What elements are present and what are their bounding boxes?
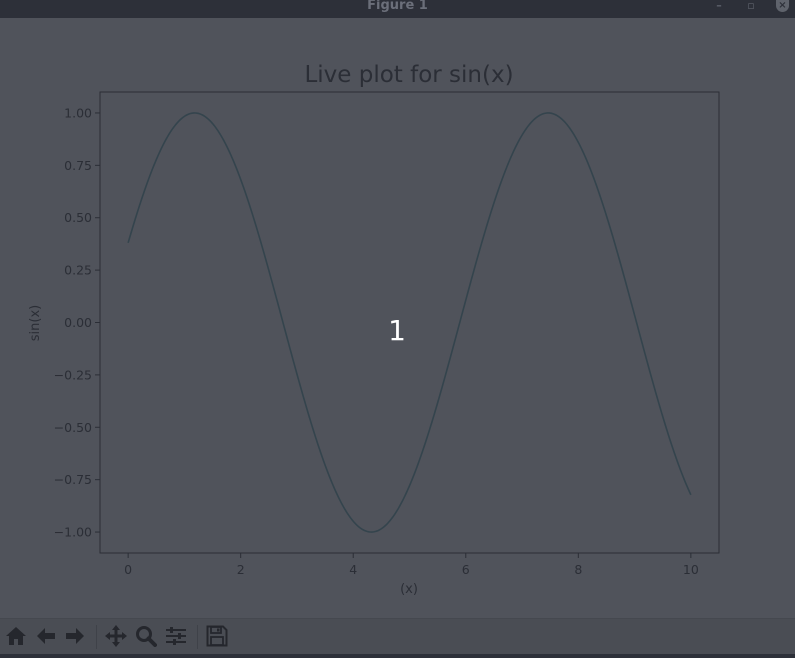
x-tick-label: 2: [237, 562, 245, 577]
back-button[interactable]: [33, 623, 59, 649]
plot-svg[interactable]: Live plot for sin(x) 0 2 4 6 8 10 1.00 0.75 0.5…: [0, 18, 795, 618]
x-tick-label: 4: [349, 562, 357, 577]
window-title: Figure 1: [367, 0, 428, 13]
maximize-button[interactable]: ▫: [747, 0, 755, 12]
figure-canvas[interactable]: Live plot for sin(x) 0 2 4 6 8 10 1.00 0.75 0.5…: [0, 18, 795, 618]
configure-subplots-button[interactable]: [163, 623, 189, 649]
title-bar: Figure 1 – ▫ ×: [0, 0, 795, 18]
close-button[interactable]: ×: [776, 0, 789, 12]
navigation-toolbar: [0, 618, 795, 658]
y-tick-label: 0.75: [64, 158, 92, 173]
y-tick-label: 0.25: [64, 263, 92, 278]
toolbar-separator: [197, 625, 198, 649]
x-axis-ticks: 0 2 4 6 8 10: [124, 553, 699, 577]
home-icon: [6, 627, 26, 645]
x-tick-label: 10: [683, 562, 699, 577]
y-tick-label: −0.25: [54, 367, 92, 382]
y-tick-label: −1.00: [54, 525, 92, 540]
y-tick-label: 1.00: [64, 105, 92, 120]
window-bottom-border: [0, 654, 795, 658]
overlay-counter: 1: [388, 314, 406, 347]
y-axis-ticks: 1.00 0.75 0.50 0.25 0.00 −0.25 −0.50 −0.75 −1.00: [54, 105, 100, 540]
pan-button[interactable]: [103, 623, 129, 649]
toolbar-separator: [96, 625, 97, 649]
sine-series-line: [127, 112, 692, 533]
forward-button[interactable]: [62, 623, 88, 649]
y-tick-label: −0.75: [54, 472, 92, 487]
pan-move-icon: [105, 625, 127, 647]
x-tick-label: 8: [574, 562, 582, 577]
x-tick-label: 6: [462, 562, 470, 577]
save-floppy-icon: [206, 625, 228, 647]
save-button[interactable]: [204, 623, 230, 649]
y-tick-label: 0.00: [64, 315, 92, 330]
subplots-config-icon: [166, 627, 186, 645]
zoom-magnifier-icon: [136, 626, 157, 647]
forward-arrow-icon: [66, 628, 84, 644]
x-tick-label: 0: [124, 562, 132, 577]
zoom-button[interactable]: [133, 623, 159, 649]
y-tick-label: −0.50: [54, 420, 92, 435]
minimize-button[interactable]: –: [716, 0, 722, 12]
y-axis-label: sin(x): [28, 305, 43, 341]
back-arrow-icon: [37, 628, 55, 644]
chart-title: Live plot for sin(x): [304, 62, 513, 88]
y-tick-label: 0.50: [64, 210, 92, 225]
x-axis-label: (x): [400, 582, 418, 597]
home-button[interactable]: [3, 623, 29, 649]
